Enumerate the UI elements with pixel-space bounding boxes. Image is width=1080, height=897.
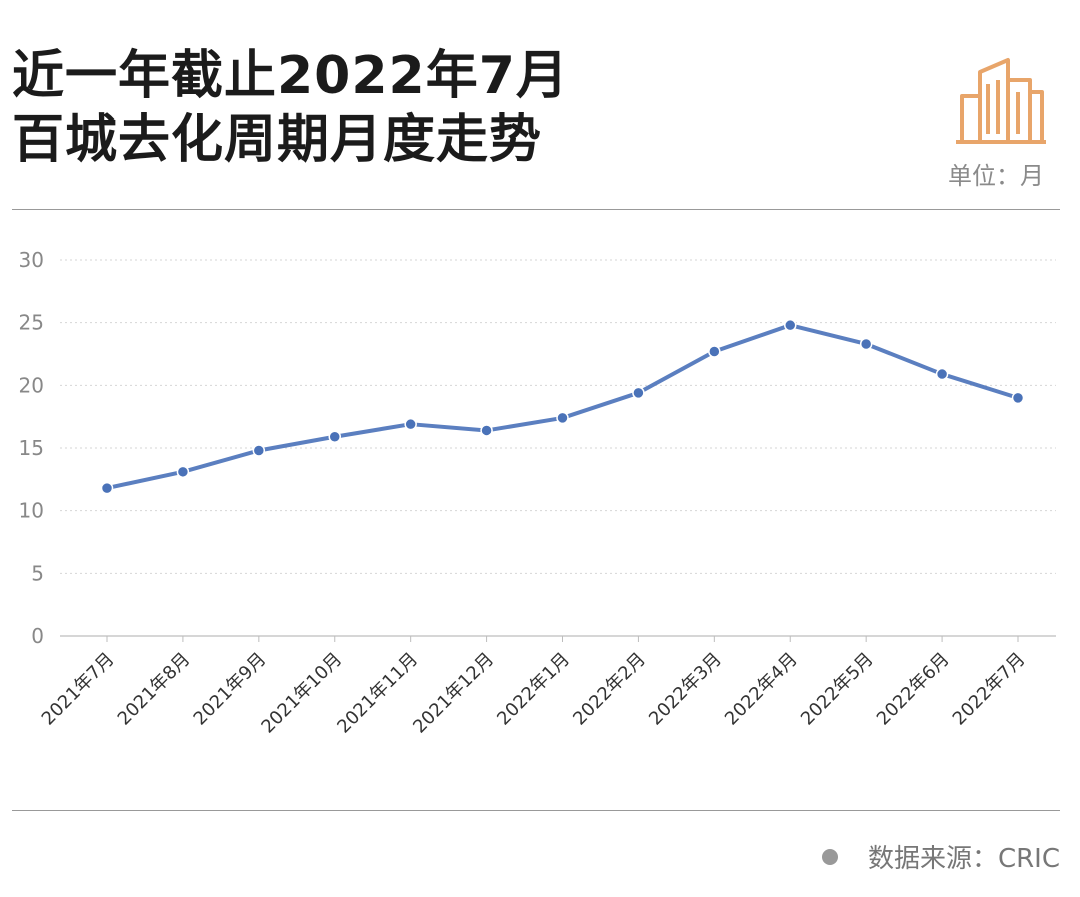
y-tick-label: 0 [31, 624, 44, 648]
y-tick-label: 10 [19, 499, 44, 523]
data-point [328, 430, 341, 443]
data-point [556, 411, 569, 425]
top-divider [12, 209, 1060, 210]
x-tick-label: 2021年12月 [409, 649, 498, 738]
data-point [708, 345, 721, 358]
bottom-divider [12, 810, 1060, 811]
data-point [784, 318, 797, 332]
x-tick-label: 2022年2月 [569, 649, 650, 730]
source-note: 数据来源：CRIC [821, 838, 1060, 875]
data-point [859, 337, 873, 351]
y-tick-label: 15 [19, 436, 44, 460]
series-line [105, 323, 1020, 491]
chart-title: 近一年截止2022年7月 百城去化周期月度走势 [12, 44, 569, 172]
x-tick-label: 2021年8月 [114, 649, 195, 730]
x-tick-label: 2022年7月 [949, 649, 1030, 730]
x-tick-label: 2022年1月 [493, 649, 574, 730]
data-point [632, 386, 645, 400]
unit-label: 单位：月 [948, 162, 1044, 190]
title-line-1: 近一年截止2022年7月 [12, 46, 569, 106]
x-tick-label: 2022年6月 [873, 649, 954, 730]
data-point [252, 444, 266, 457]
y-tick-label: 20 [19, 373, 44, 397]
data-point [404, 417, 417, 431]
x-tick-label: 2022年5月 [797, 649, 878, 730]
x-tick-label: 2021年10月 [257, 649, 346, 738]
title-line-2: 百城去化周期月度走势 [12, 110, 543, 170]
bullet-dot [821, 848, 838, 865]
source-text: 数据来源：CRIC [867, 844, 1060, 874]
x-tick-label: 2021年9月 [190, 649, 271, 730]
data-point [100, 481, 114, 495]
data-point [1011, 391, 1025, 405]
data-point [480, 424, 493, 437]
y-tick-label: 25 [19, 311, 44, 335]
y-tick-label: 5 [31, 561, 44, 585]
x-tick-label: 2022年3月 [645, 649, 726, 730]
data-point [176, 465, 190, 479]
data-point [935, 367, 949, 381]
line-chart: 0 5 10 15 20 25 30 2021年7月2021年8月2021年9月2021年10… [19, 248, 1056, 738]
x-tick-label: 2021年7月 [38, 649, 119, 730]
x-tick-label: 2022年4月 [721, 649, 802, 730]
x-tick-label: 2021年11月 [333, 649, 422, 738]
building-icon [956, 58, 1046, 144]
y-tick-label: 30 [19, 248, 44, 272]
